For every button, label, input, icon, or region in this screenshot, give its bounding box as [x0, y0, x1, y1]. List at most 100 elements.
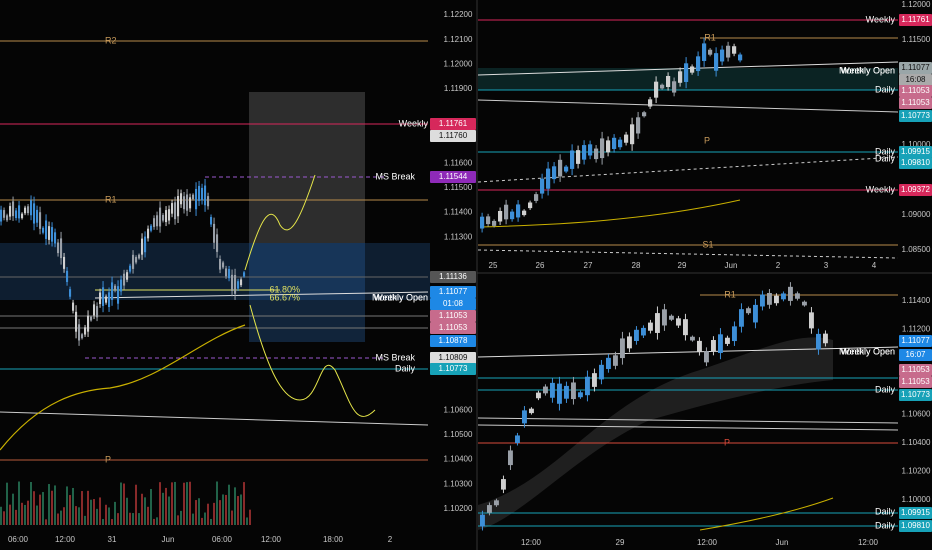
candle — [660, 84, 665, 89]
candle — [237, 281, 240, 289]
volume-bar — [18, 481, 20, 525]
candle — [536, 392, 541, 399]
candle — [201, 187, 204, 201]
volume-bar — [72, 487, 74, 525]
candle — [704, 351, 709, 363]
candle — [781, 293, 786, 300]
candle — [636, 117, 641, 134]
volume-bar — [33, 491, 35, 525]
candle — [243, 272, 246, 277]
candle — [87, 315, 90, 332]
level-label: Daily — [875, 506, 896, 516]
candle — [213, 223, 216, 243]
candle — [57, 242, 60, 254]
candle — [186, 194, 189, 211]
candle — [111, 282, 114, 300]
price-tag — [899, 157, 932, 169]
candle — [105, 296, 108, 303]
candle — [795, 293, 800, 299]
candle — [231, 274, 234, 291]
candle — [180, 193, 183, 205]
price-tag — [899, 376, 932, 388]
price-tag-label: 1.10773 — [901, 111, 930, 120]
price-tag-label: 1.09810 — [901, 158, 930, 167]
candle — [571, 382, 576, 400]
level-label: Monthly Open — [839, 65, 895, 75]
volume-bar — [78, 507, 80, 525]
volume-bar — [165, 487, 167, 525]
candle — [129, 265, 132, 272]
candle — [606, 357, 611, 369]
candle — [816, 333, 821, 350]
volume-bar — [207, 503, 209, 525]
candle — [613, 355, 618, 366]
candle — [486, 216, 491, 225]
level-label: Monthly Open — [839, 346, 895, 356]
level-label: Daily — [875, 520, 896, 530]
candle — [522, 410, 527, 424]
zone — [249, 243, 365, 342]
candle — [725, 337, 730, 344]
candle — [207, 196, 210, 207]
candle — [144, 236, 147, 253]
projection — [249, 304, 376, 417]
volume-bar — [243, 482, 245, 525]
volume-bar — [237, 496, 239, 525]
level-label: MS Break — [375, 171, 415, 181]
candle — [147, 228, 150, 239]
volume-bar — [3, 511, 5, 525]
candle — [177, 196, 180, 217]
candle — [168, 209, 171, 221]
candle — [0, 209, 3, 222]
price-tag — [430, 130, 476, 142]
candle — [543, 386, 548, 394]
price-tag — [899, 520, 932, 532]
candle — [696, 56, 701, 72]
candle — [102, 287, 105, 306]
price-tag — [430, 363, 476, 375]
candle — [51, 227, 54, 242]
price-axis-label: 1.10600 — [902, 410, 931, 419]
candle — [684, 63, 689, 82]
level-label: R2 — [105, 35, 117, 45]
candle — [501, 479, 506, 490]
volume-bar — [177, 515, 179, 525]
volume-bar — [12, 493, 14, 525]
level-label: 61.80% — [269, 284, 300, 294]
volume-bar — [183, 482, 185, 525]
candle — [480, 216, 485, 229]
candle — [159, 207, 162, 227]
candle — [24, 207, 27, 214]
candle — [234, 275, 237, 294]
price-tag — [899, 14, 932, 26]
price-tag — [430, 352, 476, 364]
volume-bar — [210, 518, 212, 525]
time-label: 27 — [584, 261, 593, 270]
candle — [192, 194, 195, 200]
candle — [516, 204, 521, 218]
candle — [585, 376, 590, 396]
candle — [48, 226, 51, 240]
candle — [809, 312, 814, 329]
volume-bar — [201, 517, 203, 525]
candle — [153, 218, 156, 227]
candle — [90, 316, 93, 321]
candle — [93, 304, 96, 316]
price-tag-label: 1.11136 — [439, 272, 467, 281]
price-tag-label: 16:07 — [905, 350, 926, 359]
volume-bar — [93, 499, 95, 525]
level-label: S1 — [702, 239, 713, 249]
time-label: 12:00 — [261, 535, 282, 544]
volume-bar — [105, 504, 107, 525]
price-tag — [899, 184, 932, 196]
candle — [662, 309, 667, 326]
price-tag-label: 1.10773 — [439, 364, 468, 373]
price-tag-label: 1.11053 — [901, 86, 930, 95]
candle — [99, 292, 102, 304]
candle — [75, 311, 78, 332]
price-tag — [430, 298, 476, 310]
levels-top — [477, 19, 899, 259]
candle — [678, 71, 683, 83]
candle — [576, 150, 581, 164]
candle — [654, 81, 659, 98]
